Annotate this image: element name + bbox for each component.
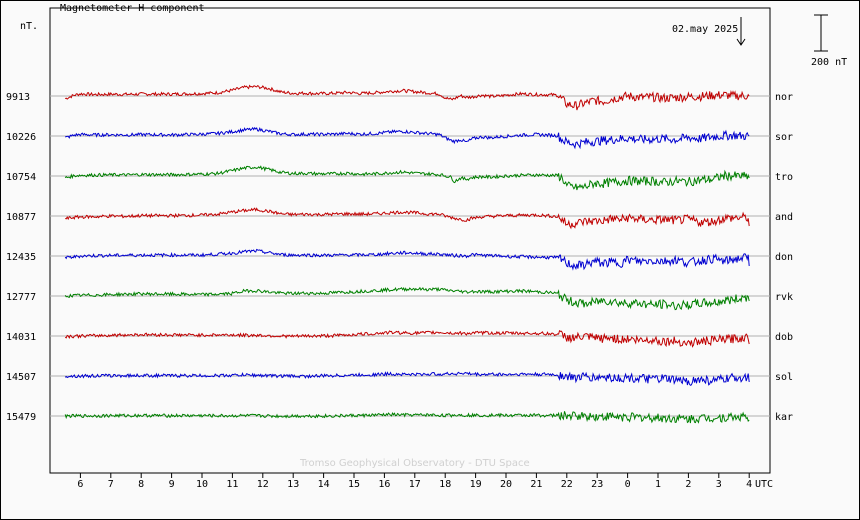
station-label-sol: sol bbox=[775, 372, 793, 383]
series-line-don bbox=[64, 248, 750, 271]
x-tick-label: 2 bbox=[685, 479, 691, 490]
series-line-dob bbox=[64, 330, 750, 348]
baseline-value-and: 10877 bbox=[6, 212, 36, 223]
date-arrow-icon bbox=[736, 17, 746, 46]
baseline-value-tro: 10754 bbox=[6, 172, 36, 183]
station-label-sor: sor bbox=[775, 132, 793, 143]
x-tick-label: 18 bbox=[439, 479, 451, 490]
x-axis-unit: UTC bbox=[755, 479, 773, 490]
x-tick-label: 12 bbox=[257, 479, 269, 490]
series-line-sol bbox=[64, 371, 750, 386]
baseline-value-sor: 10226 bbox=[6, 132, 36, 143]
plot-area bbox=[49, 7, 771, 474]
series-line-tro bbox=[64, 165, 750, 191]
x-tick-label: 3 bbox=[716, 479, 722, 490]
x-tick-label: 16 bbox=[378, 479, 390, 490]
x-tick-label: 20 bbox=[500, 479, 512, 490]
station-label-don: don bbox=[775, 252, 793, 263]
baseline-value-rvk: 12777 bbox=[6, 292, 36, 303]
x-tick-label: 1 bbox=[655, 479, 661, 490]
series-line-and bbox=[64, 207, 750, 230]
scale-bar-icon bbox=[814, 14, 828, 52]
x-tick-label: 10 bbox=[196, 479, 208, 490]
x-tick-label: 19 bbox=[470, 479, 482, 490]
station-label-and: and bbox=[775, 212, 793, 223]
series-line-nor bbox=[64, 84, 750, 111]
x-tick-label: 13 bbox=[287, 479, 299, 490]
station-label-dob: dob bbox=[775, 332, 793, 343]
series-line-kar bbox=[64, 411, 750, 424]
series-line-rvk bbox=[64, 286, 750, 311]
x-tick-label: 21 bbox=[530, 479, 542, 490]
baseline-value-nor: 9913 bbox=[6, 92, 30, 103]
baseline-value-don: 12435 bbox=[6, 252, 36, 263]
station-label-nor: nor bbox=[775, 92, 793, 103]
x-tick-label: 17 bbox=[409, 479, 421, 490]
x-tick-label: 0 bbox=[625, 479, 631, 490]
scale-bar-label: 200 nT bbox=[811, 57, 847, 68]
x-tick-label: 15 bbox=[348, 479, 360, 490]
x-tick-label: 23 bbox=[591, 479, 603, 490]
x-tick-label: 6 bbox=[77, 479, 83, 490]
baseline-value-dob: 14031 bbox=[6, 332, 36, 343]
y-axis-unit: nT. bbox=[20, 21, 38, 32]
x-tick-label: 7 bbox=[108, 479, 114, 490]
x-tick-label: 8 bbox=[138, 479, 144, 490]
series-line-sor bbox=[64, 126, 750, 150]
x-tick-label: 4 bbox=[746, 479, 752, 490]
baseline-value-sol: 14507 bbox=[6, 372, 36, 383]
credit-text: Tromso Geophysical Observatory - DTU Spa… bbox=[299, 458, 530, 469]
baseline-value-kar: 15479 bbox=[6, 412, 36, 423]
station-label-tro: tro bbox=[775, 172, 793, 183]
station-label-kar: kar bbox=[775, 412, 793, 423]
x-tick-label: 9 bbox=[169, 479, 175, 490]
x-tick-label: 22 bbox=[561, 479, 573, 490]
x-tick-label: 14 bbox=[318, 479, 330, 490]
x-tick-label: 11 bbox=[226, 479, 238, 490]
station-label-rvk: rvk bbox=[775, 292, 793, 303]
date-label: 02.may 2025 bbox=[672, 24, 738, 35]
